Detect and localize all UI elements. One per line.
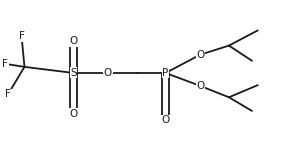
Text: O: O (196, 50, 204, 60)
Text: O: O (69, 109, 77, 119)
Text: O: O (69, 36, 77, 46)
Text: F: F (5, 89, 11, 99)
Text: O: O (196, 81, 204, 91)
Text: F: F (2, 59, 8, 69)
Text: F: F (19, 31, 24, 41)
Text: O: O (104, 68, 112, 78)
Text: O: O (162, 115, 170, 125)
Text: P: P (162, 68, 169, 78)
Text: S: S (70, 68, 77, 78)
